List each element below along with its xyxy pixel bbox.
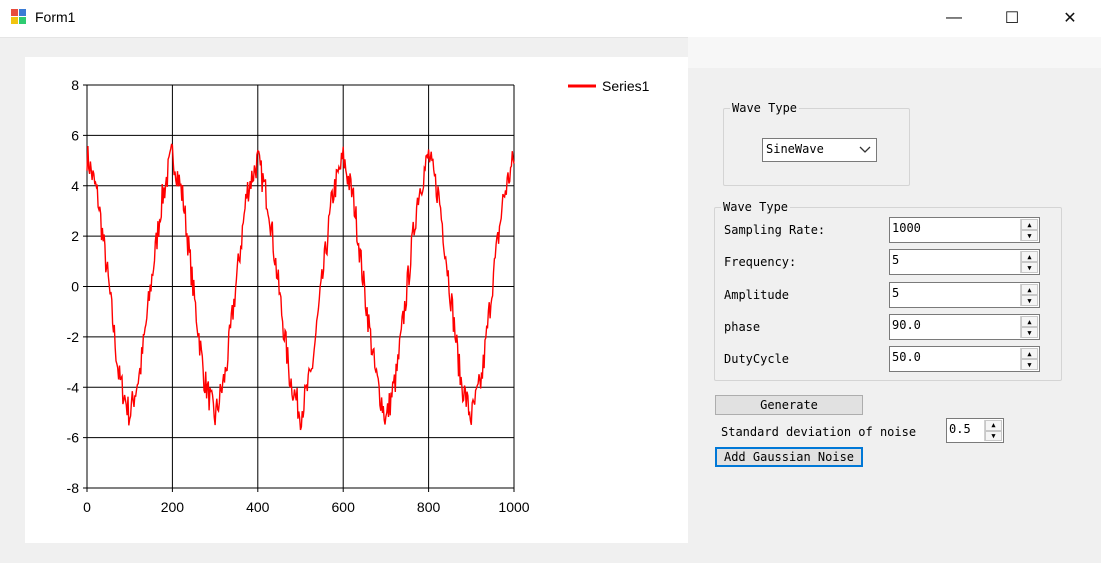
noise-label: Standard deviation of noise bbox=[721, 425, 917, 439]
noise-spinner: ▲ ▼ bbox=[984, 420, 1002, 441]
x-tick-label: 400 bbox=[246, 499, 270, 515]
generate-button[interactable]: Generate bbox=[715, 395, 863, 415]
param-label: Frequency: bbox=[724, 255, 797, 269]
param-value: 50.0 bbox=[892, 350, 921, 364]
chevron-down-icon bbox=[858, 142, 872, 159]
generate-button-label: Generate bbox=[760, 398, 818, 412]
y-tick-label: 0 bbox=[71, 279, 79, 295]
legend-label: Series1 bbox=[602, 78, 650, 94]
x-tick-label: 0 bbox=[83, 499, 91, 515]
param-label: phase bbox=[724, 320, 761, 334]
params-group: Wave Type bbox=[714, 200, 1062, 381]
add-gaussian-noise-label: Add Gaussian Noise bbox=[723, 450, 855, 464]
spin-up-icon[interactable]: ▲ bbox=[1021, 219, 1038, 230]
chart-panel: 8 6 4 2 0 -2 -4 -6 -8 0 200 400 600 800 1000 Series1 bbox=[25, 57, 688, 543]
x-tick-label: 600 bbox=[332, 499, 356, 515]
maximize-icon: ☐ bbox=[1004, 10, 1020, 27]
param-value: 90.0 bbox=[892, 318, 921, 332]
wave-type-group-legend: Wave Type bbox=[730, 101, 800, 115]
y-tick-label: 6 bbox=[71, 127, 79, 143]
noise-stddev-input[interactable]: 0.5 ▲ ▼ bbox=[946, 418, 1004, 443]
y-tick-label: 8 bbox=[71, 77, 79, 93]
spin-down-icon[interactable]: ▼ bbox=[1021, 262, 1038, 273]
param-spinner: ▲ ▼ bbox=[1020, 316, 1038, 338]
x-tick-label: 1000 bbox=[498, 499, 529, 515]
spin-up-icon[interactable]: ▲ bbox=[1021, 316, 1038, 327]
toolbar-strip bbox=[688, 37, 1101, 68]
param-input[interactable]: 50.0 ▲ ▼ bbox=[889, 346, 1040, 372]
wave-type-selected: SineWave bbox=[766, 142, 824, 156]
spin-up-icon[interactable]: ▲ bbox=[1021, 251, 1038, 262]
x-tick-label: 800 bbox=[417, 499, 441, 515]
add-gaussian-noise-button[interactable]: Add Gaussian Noise bbox=[715, 447, 863, 467]
param-value: 5 bbox=[892, 286, 900, 300]
app-icon bbox=[11, 9, 27, 25]
spin-down-icon[interactable]: ▼ bbox=[1021, 230, 1038, 241]
param-spinner: ▲ ▼ bbox=[1020, 219, 1038, 241]
spin-down-icon[interactable]: ▼ bbox=[1021, 295, 1038, 306]
params-group-legend: Wave Type bbox=[721, 200, 791, 214]
param-label: DutyCycle bbox=[724, 352, 790, 366]
close-icon: ✕ bbox=[1063, 10, 1077, 27]
spin-down-icon[interactable]: ▼ bbox=[1021, 359, 1038, 370]
param-value: 5 bbox=[892, 253, 900, 267]
y-tick-label: -4 bbox=[67, 379, 80, 395]
param-input[interactable]: 1000 ▲ ▼ bbox=[889, 217, 1040, 243]
y-tick-label: 2 bbox=[71, 228, 79, 244]
param-input[interactable]: 5 ▲ ▼ bbox=[889, 249, 1040, 275]
spin-down-icon[interactable]: ▼ bbox=[985, 430, 1002, 441]
y-tick-label: -6 bbox=[67, 430, 80, 446]
param-spinner: ▲ ▼ bbox=[1020, 284, 1038, 306]
wave-type-dropdown[interactable]: SineWave bbox=[762, 138, 877, 162]
param-value: 1000 bbox=[892, 221, 921, 235]
title-bar: Form1 — ☐ ✕ bbox=[0, 0, 1101, 38]
spin-up-icon[interactable]: ▲ bbox=[1021, 284, 1038, 295]
y-tick-label: -8 bbox=[67, 480, 80, 496]
spin-down-icon[interactable]: ▼ bbox=[1021, 327, 1038, 338]
minimize-button[interactable]: — bbox=[925, 0, 983, 36]
y-tick-label: 4 bbox=[71, 178, 79, 194]
param-spinner: ▲ ▼ bbox=[1020, 251, 1038, 273]
x-tick-label: 200 bbox=[161, 499, 185, 515]
series-line bbox=[86, 143, 515, 431]
maximize-button[interactable]: ☐ bbox=[983, 0, 1041, 36]
param-spinner: ▲ ▼ bbox=[1020, 348, 1038, 370]
spin-up-icon[interactable]: ▲ bbox=[1021, 348, 1038, 359]
param-input[interactable]: 90.0 ▲ ▼ bbox=[889, 314, 1040, 340]
param-label: Sampling Rate: bbox=[724, 223, 826, 237]
param-input[interactable]: 5 ▲ ▼ bbox=[889, 282, 1040, 308]
spin-up-icon[interactable]: ▲ bbox=[985, 420, 1002, 431]
minimize-icon: — bbox=[946, 9, 962, 26]
wave-type-group: Wave Type SineWave bbox=[723, 101, 910, 186]
noise-stddev-value: 0.5 bbox=[949, 422, 971, 436]
close-button[interactable]: ✕ bbox=[1041, 0, 1099, 36]
y-tick-label: -2 bbox=[67, 329, 80, 345]
param-label: Amplitude bbox=[724, 288, 790, 302]
window-title: Form1 bbox=[35, 9, 76, 25]
